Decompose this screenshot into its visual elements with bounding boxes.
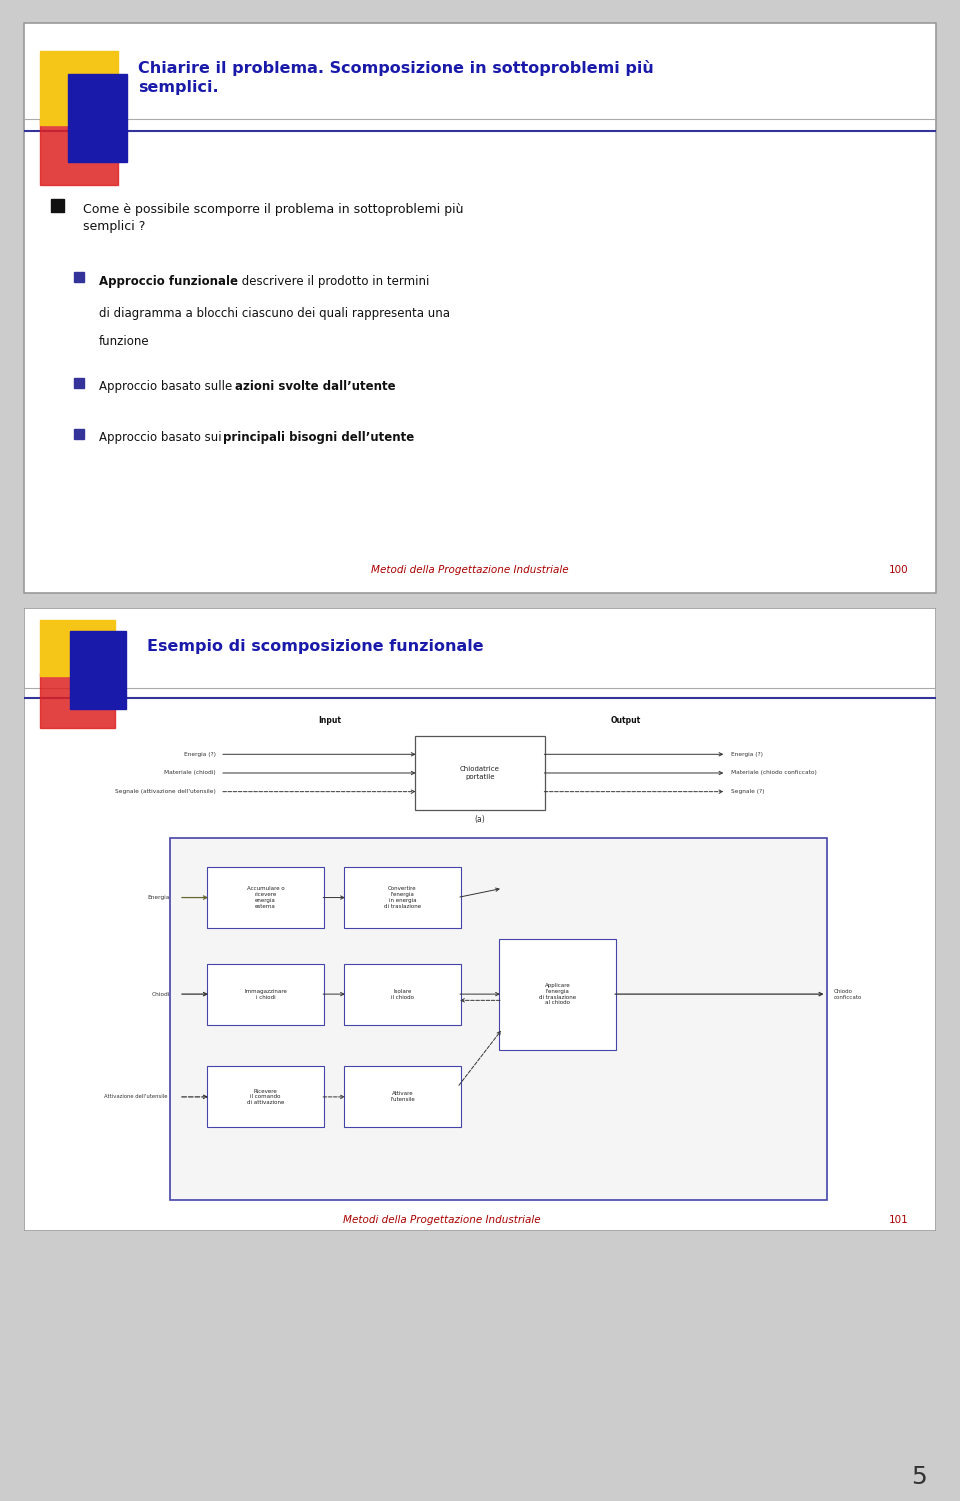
Bar — [40, 620, 115, 677]
Text: Chiodi: Chiodi — [152, 992, 170, 997]
FancyBboxPatch shape — [499, 938, 616, 1049]
Text: Approccio basato sulle: Approccio basato sulle — [99, 380, 236, 393]
FancyBboxPatch shape — [415, 735, 545, 809]
Bar — [74, 272, 84, 282]
FancyBboxPatch shape — [170, 839, 827, 1199]
FancyBboxPatch shape — [344, 964, 461, 1025]
Text: Metodi della Progettazione Industriale: Metodi della Progettazione Industriale — [344, 1214, 540, 1225]
Text: di diagramma a blocchi ciascuno dei quali rappresenta una: di diagramma a blocchi ciascuno dei qual… — [99, 306, 450, 320]
Text: Accumulare o
ricevere
energia
esterna: Accumulare o ricevere energia esterna — [247, 887, 284, 908]
Bar — [40, 672, 115, 728]
Text: Convertire
l'energia
in energia
di traslazione: Convertire l'energia in energia di trasl… — [384, 887, 421, 908]
Text: Esempio di scomposizione funzionale: Esempio di scomposizione funzionale — [147, 639, 484, 654]
Text: funzione: funzione — [99, 335, 150, 348]
Text: Immagazzinare
i chiodi: Immagazzinare i chiodi — [244, 989, 287, 1000]
Text: 5: 5 — [911, 1465, 926, 1489]
Text: Come è possibile scomporre il problema in sottoproblemi più
semplici ?: Come è possibile scomporre il problema i… — [84, 203, 464, 233]
Text: : descrivere il prodotto in termini: : descrivere il prodotto in termini — [234, 275, 429, 288]
Text: azioni svolte dall’utente: azioni svolte dall’utente — [234, 380, 396, 393]
Text: Segnale (?): Segnale (?) — [731, 790, 764, 794]
Text: Chiodo
conficcato: Chiodo conficcato — [834, 989, 862, 1000]
FancyBboxPatch shape — [207, 868, 324, 928]
Text: 101: 101 — [889, 1214, 908, 1225]
Text: Energia (?): Energia (?) — [183, 752, 215, 757]
FancyBboxPatch shape — [24, 23, 936, 593]
Text: Segnale (attivazione dell'utensile): Segnale (attivazione dell'utensile) — [114, 790, 215, 794]
FancyBboxPatch shape — [344, 868, 461, 928]
Bar — [74, 429, 84, 438]
Text: Isolare
il chiodo: Isolare il chiodo — [391, 989, 414, 1000]
Text: Energia: Energia — [148, 895, 170, 901]
Bar — [52, 200, 64, 212]
Text: Input: Input — [318, 716, 341, 725]
FancyBboxPatch shape — [207, 1066, 324, 1127]
Bar — [68, 74, 127, 162]
Text: Chiarire il problema. Scomposizione in sottoproblemi più
semplici.: Chiarire il problema. Scomposizione in s… — [138, 60, 654, 96]
Text: Approccio funzionale: Approccio funzionale — [99, 275, 238, 288]
Text: 100: 100 — [889, 564, 908, 575]
Bar — [40, 51, 118, 125]
Text: Chiodatrice
portatile: Chiodatrice portatile — [460, 766, 500, 779]
Text: Attivare
l'utensile: Attivare l'utensile — [390, 1091, 415, 1102]
FancyBboxPatch shape — [24, 608, 936, 1231]
Text: Ricevere
il comando
di attivazione: Ricevere il comando di attivazione — [247, 1088, 284, 1105]
Text: principali bisogni dell’utente: principali bisogni dell’utente — [223, 431, 414, 444]
Text: Applicare
l'energia
di traslazione
al chiodo: Applicare l'energia di traslazione al ch… — [539, 983, 576, 1006]
Bar — [40, 120, 118, 185]
FancyBboxPatch shape — [207, 964, 324, 1025]
Text: Energia (?): Energia (?) — [731, 752, 763, 757]
FancyBboxPatch shape — [344, 1066, 461, 1127]
Text: Approccio basato sui: Approccio basato sui — [99, 431, 226, 444]
Text: Materiale (chiodo conficcato): Materiale (chiodo conficcato) — [731, 770, 817, 776]
Bar — [74, 378, 84, 387]
Text: Attivazione dell'utensile: Attivazione dell'utensile — [104, 1094, 167, 1099]
Bar — [69, 630, 126, 708]
Text: Materiale (chiodi): Materiale (chiodi) — [164, 770, 215, 776]
Text: (a): (a) — [474, 815, 486, 824]
Text: Metodi della Progettazione Industriale: Metodi della Progettazione Industriale — [371, 564, 568, 575]
Text: Output: Output — [611, 716, 641, 725]
